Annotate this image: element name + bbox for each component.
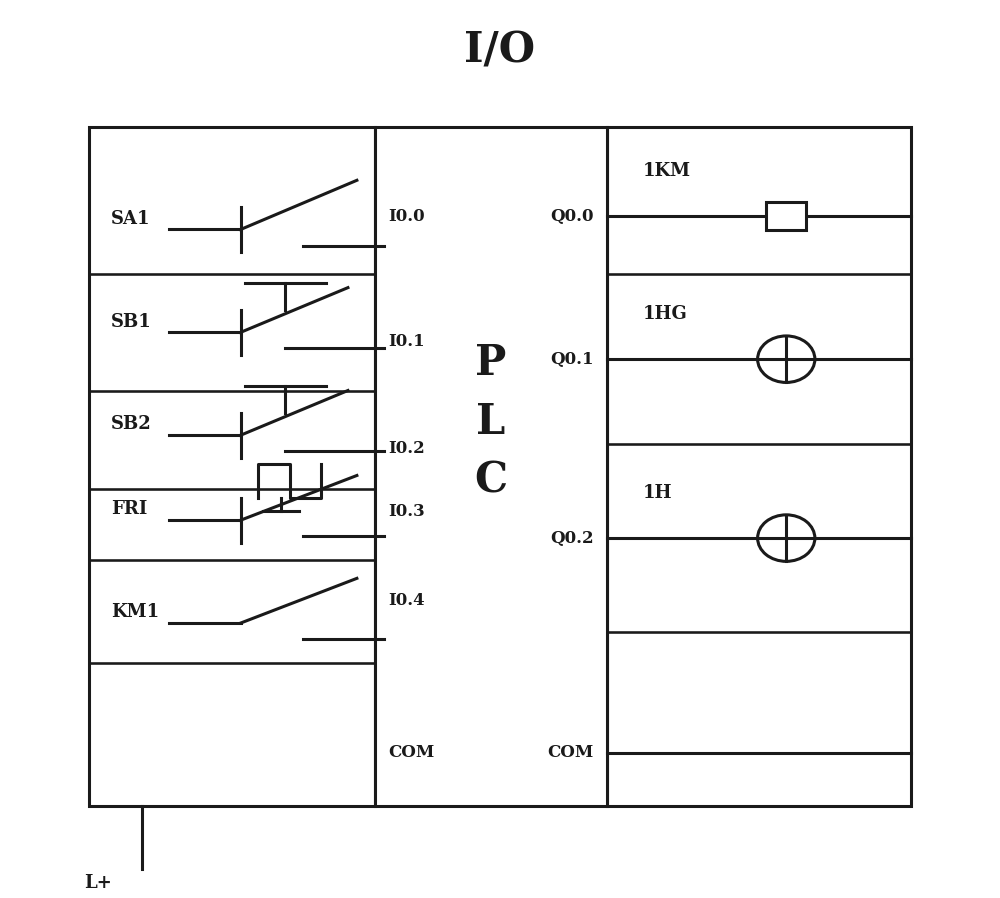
Text: I0.1: I0.1 <box>388 333 425 350</box>
Text: COM: COM <box>388 744 434 762</box>
Text: SA1: SA1 <box>111 210 150 228</box>
Text: I0.0: I0.0 <box>388 207 425 224</box>
Ellipse shape <box>758 515 815 561</box>
Text: COM: COM <box>548 744 594 762</box>
Bar <box>375 127 607 806</box>
Text: KM1: KM1 <box>111 603 159 621</box>
Text: Q0.2: Q0.2 <box>550 530 594 547</box>
Text: SB2: SB2 <box>111 416 152 434</box>
Text: I0.3: I0.3 <box>388 503 425 520</box>
Text: 1HG: 1HG <box>643 305 688 323</box>
Text: I0.4: I0.4 <box>388 592 425 609</box>
Text: Q0.0: Q0.0 <box>550 207 594 224</box>
Text: I0.2: I0.2 <box>388 440 425 457</box>
Bar <box>766 202 806 231</box>
Text: SB1: SB1 <box>111 313 152 330</box>
Text: 1KM: 1KM <box>643 163 691 180</box>
Text: P
L
C: P L C <box>474 342 508 501</box>
Text: FRI: FRI <box>111 500 147 518</box>
Ellipse shape <box>758 336 815 383</box>
Text: L+: L+ <box>84 874 112 892</box>
Text: 1H: 1H <box>643 484 673 502</box>
Bar <box>89 127 375 806</box>
Text: I/O: I/O <box>464 30 536 72</box>
Bar <box>607 127 911 806</box>
Text: Q0.1: Q0.1 <box>550 351 594 367</box>
